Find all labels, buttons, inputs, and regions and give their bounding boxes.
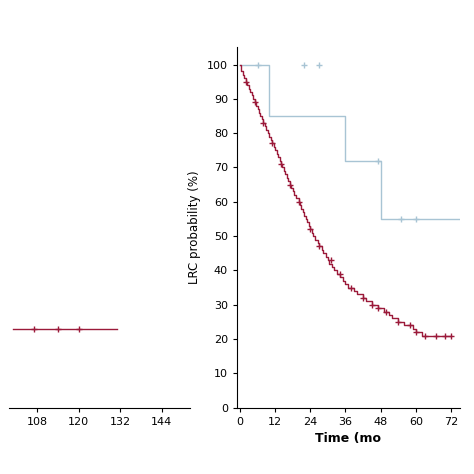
X-axis label: Time (mo: Time (mo xyxy=(315,432,382,445)
Y-axis label: LRC probability (%): LRC probability (%) xyxy=(189,171,201,284)
